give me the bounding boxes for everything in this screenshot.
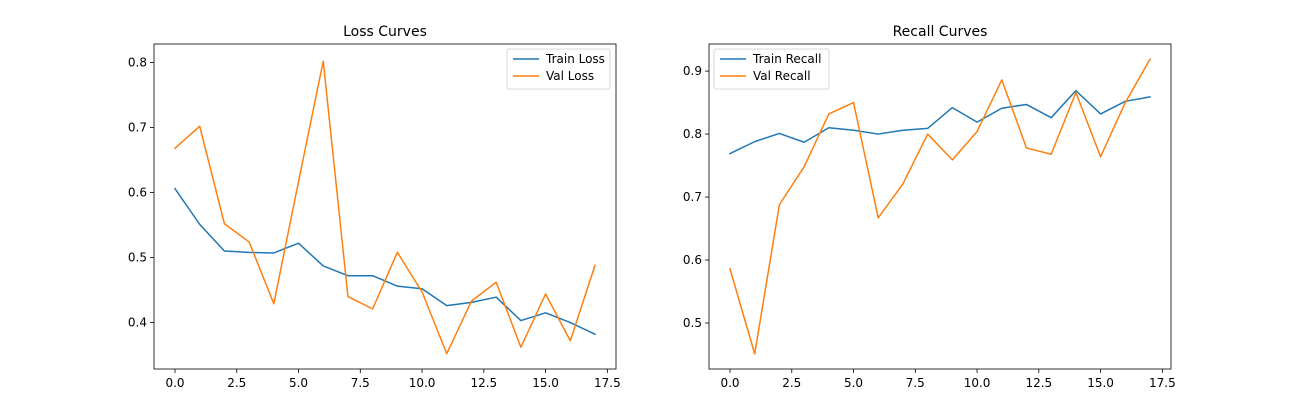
x-tick-label: 10.0 xyxy=(964,376,991,390)
plot-area: 0.0 2.5 5.0 7.5 10.0 12.5 15.0 17.5 0.4 0.5 0.6 0.7… xyxy=(128,43,621,390)
y-tick-label: 0.9 xyxy=(683,64,702,78)
legend-label: Val Loss xyxy=(546,69,594,83)
x-tick-label: 7.5 xyxy=(351,376,370,390)
y-tick-label: 0.7 xyxy=(128,121,147,135)
y-tick-label: 0.6 xyxy=(683,253,702,267)
legend: Train Loss Val Loss xyxy=(506,48,611,90)
series-line-val xyxy=(173,60,596,355)
y-tick-label: 0.8 xyxy=(683,127,702,141)
x-tick-label: 15.0 xyxy=(532,376,559,390)
x-tick-label: 7.5 xyxy=(906,376,925,390)
legend: Train Recall Val Recall xyxy=(713,48,830,90)
x-tick-label: 5.0 xyxy=(844,376,863,390)
y-tick-label: 0.6 xyxy=(128,186,147,200)
x-tick-label: 17.5 xyxy=(594,376,621,390)
y-tick-label: 0.5 xyxy=(683,316,702,330)
axes-frame xyxy=(153,43,617,370)
y-tick-label: 0.4 xyxy=(128,316,147,330)
legend-label: Train Recall xyxy=(752,52,821,66)
series-line-train xyxy=(728,89,1151,155)
x-tick-label: 2.5 xyxy=(782,376,801,390)
legend-label: Val Recall xyxy=(753,69,811,83)
loss-chart: Loss Curves 0.0 2.5 5.0 7.5 10.0 12.5 15.0 17.5… xyxy=(128,24,621,390)
y-tick-label: 0.7 xyxy=(683,190,702,204)
recall-chart: Recall Curves 0.0 2.5 5.0 7.5 10.0 12.5 15.0 17… xyxy=(683,24,1176,390)
y-tick-label: 0.8 xyxy=(128,56,147,70)
plot-area: 0.0 2.5 5.0 7.5 10.0 12.5 15.0 17.5 0.5 0.6 0.7 0.8… xyxy=(683,43,1176,390)
axes-frame xyxy=(708,43,1172,370)
x-tick-label: 17.5 xyxy=(1149,376,1176,390)
x-tick-label: 12.5 xyxy=(1025,376,1052,390)
x-tick-label: 5.0 xyxy=(289,376,308,390)
x-tick-label: 0.0 xyxy=(165,376,184,390)
x-tick-label: 0.0 xyxy=(720,376,739,390)
series-line-val xyxy=(729,58,1152,355)
legend-label: Train Loss xyxy=(545,52,605,66)
chart-title: Recall Curves xyxy=(893,24,988,40)
x-tick-label: 10.0 xyxy=(409,376,436,390)
chart-title: Loss Curves xyxy=(343,24,427,40)
x-tick-label: 15.0 xyxy=(1087,376,1114,390)
x-tick-label: 12.5 xyxy=(470,376,497,390)
y-tick-label: 0.5 xyxy=(128,251,147,265)
x-tick-label: 2.5 xyxy=(227,376,246,390)
